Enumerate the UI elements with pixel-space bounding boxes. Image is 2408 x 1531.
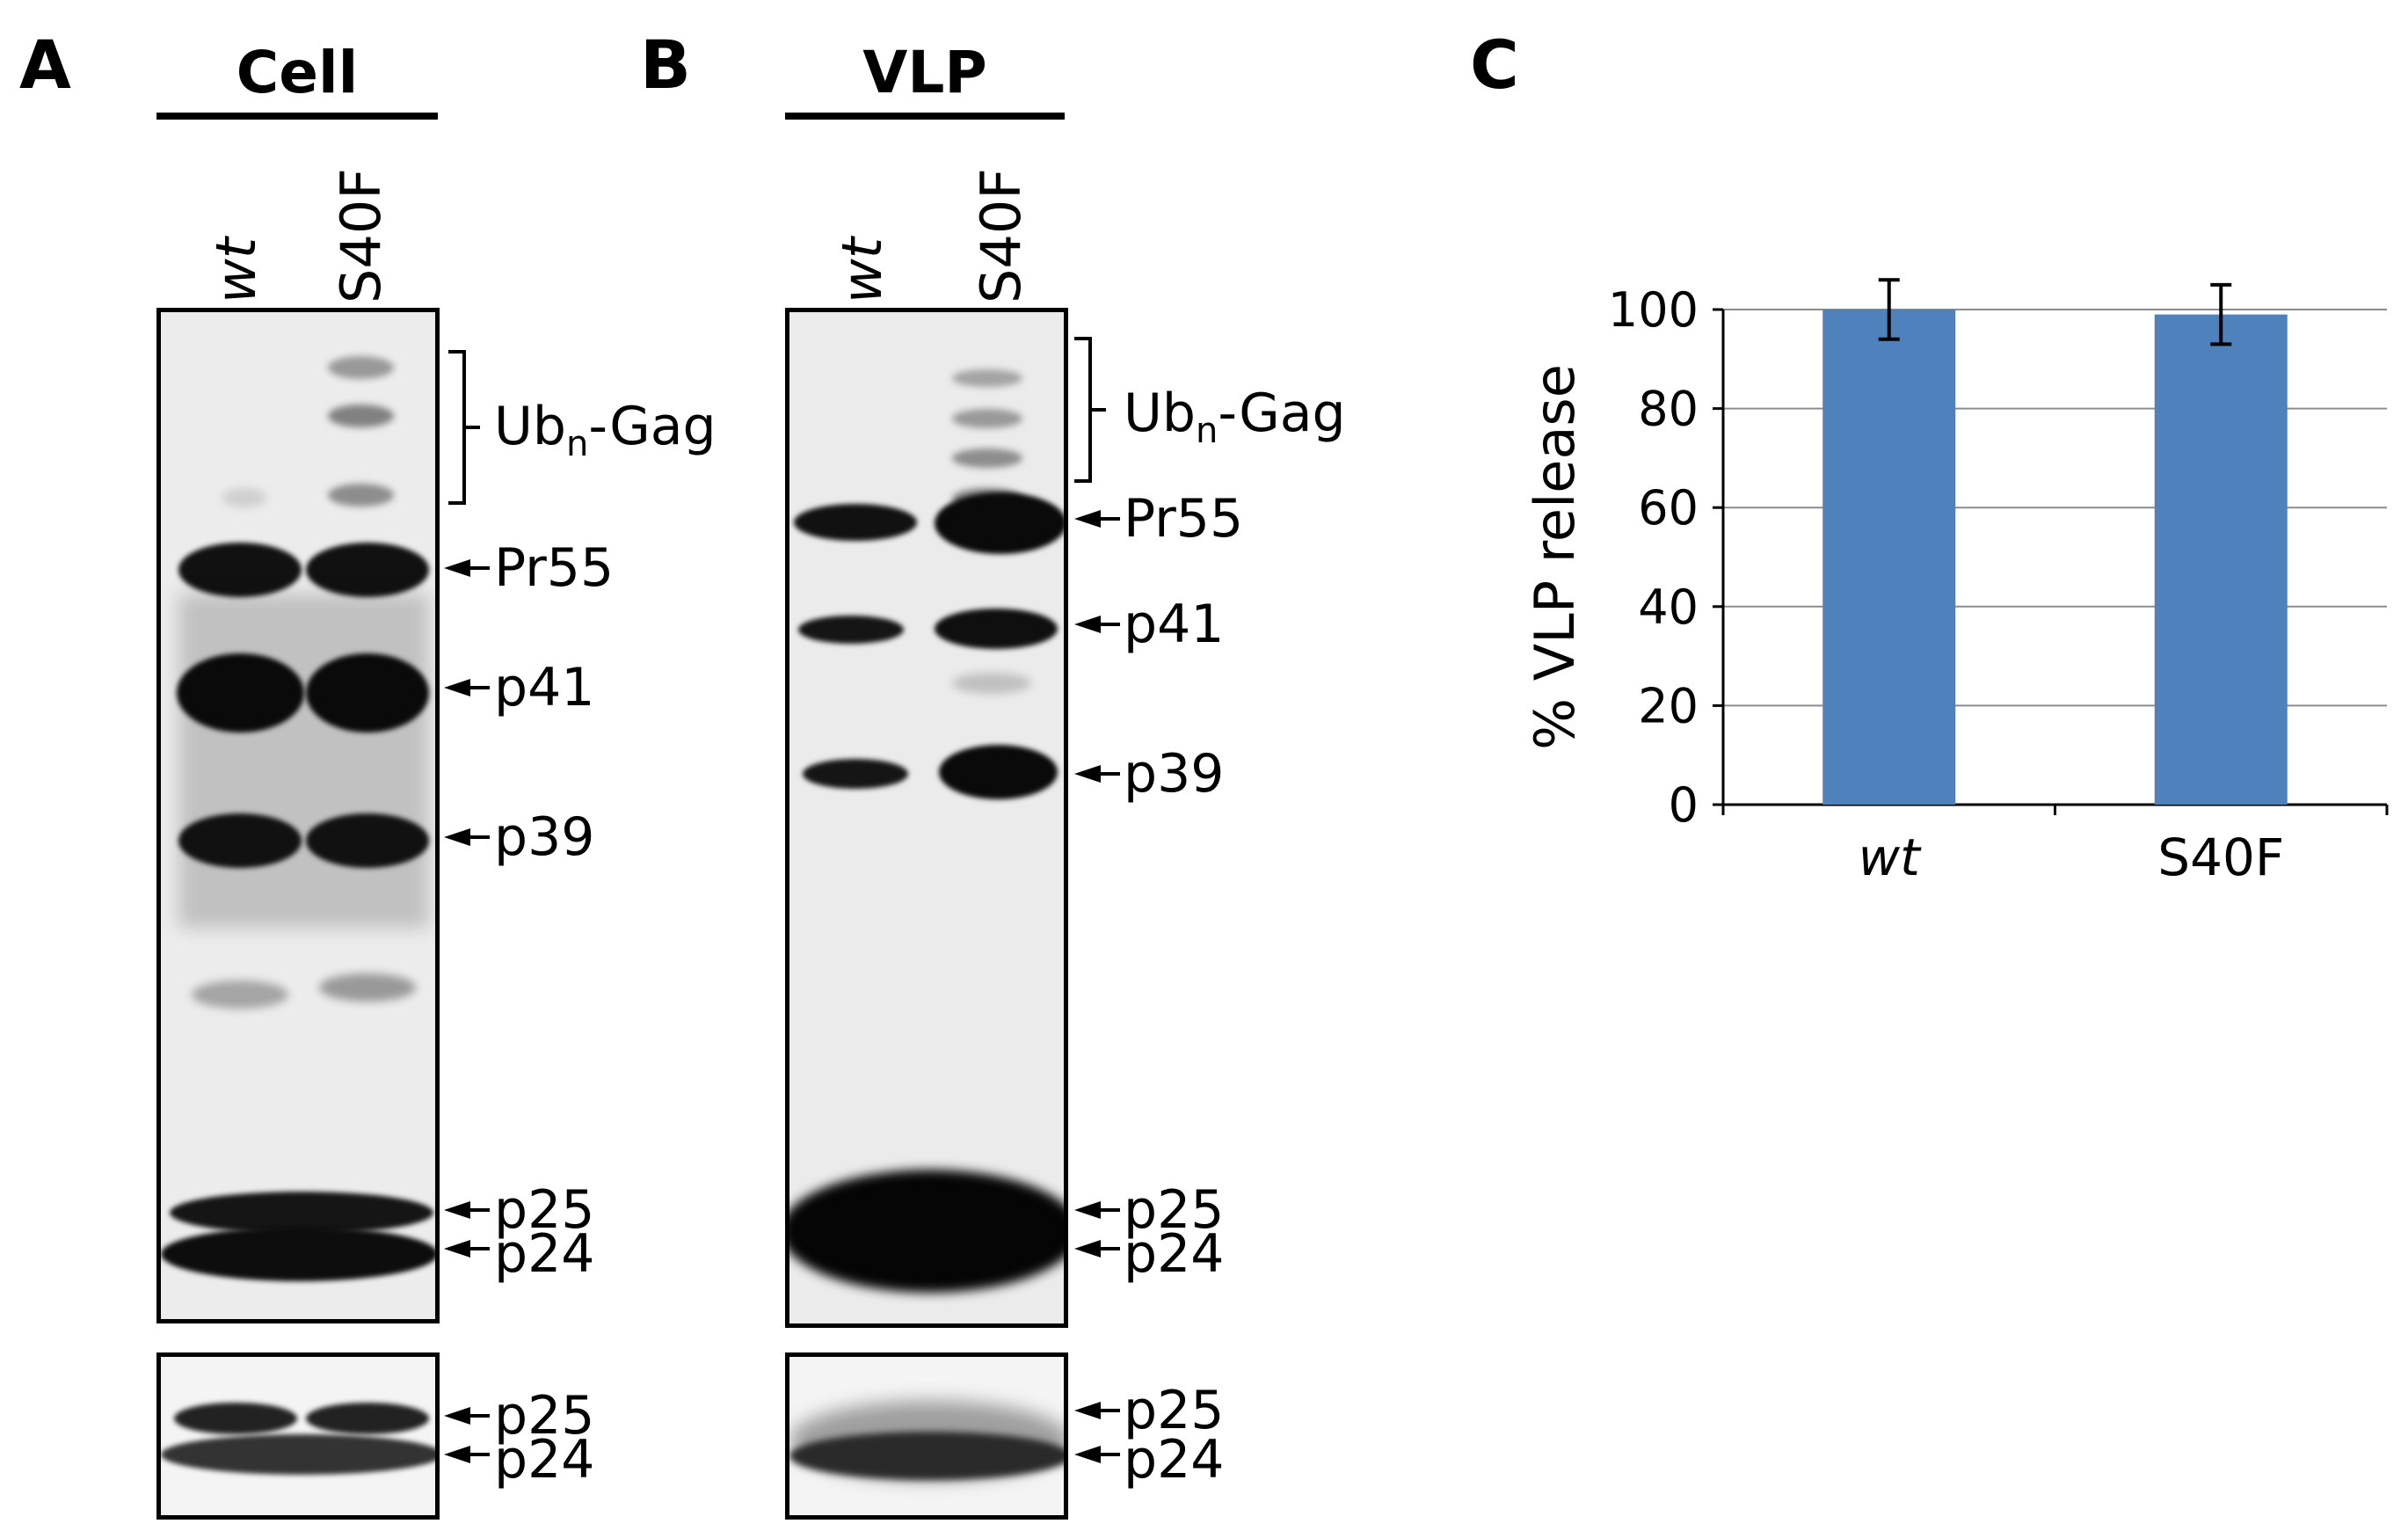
band-pr55-s40f [935, 492, 1064, 554]
panel-b-main-blot [785, 308, 1068, 1328]
y-tick-label: 40 [1638, 580, 1699, 635]
arrow-icon [444, 1407, 490, 1425]
panel-a-marker-p25: p25 [494, 1179, 595, 1241]
panel-a-ubgag-bracket [448, 350, 480, 505]
arrow-icon [444, 1446, 490, 1463]
band-p39-s40f [939, 745, 1058, 799]
bar-s40f [2154, 314, 2288, 805]
band-pr55-wt [794, 504, 917, 541]
arrow-icon [1074, 616, 1120, 633]
arrow-icon [1074, 1402, 1120, 1419]
band-p24 [161, 1434, 435, 1475]
panel-a-group-bar [156, 113, 438, 120]
panel-b-marker-ubgag: Ubn-Gag [1124, 383, 1346, 451]
band [952, 369, 1022, 387]
band-p41-s40f [935, 609, 1058, 649]
band-pr55-wt [178, 543, 302, 597]
band-p39-wt [178, 813, 302, 868]
panel-a-marker-p39: p39 [494, 806, 595, 868]
panel-a-label: A [19, 26, 71, 104]
lane-smear [178, 594, 429, 928]
arrow-icon [444, 1240, 490, 1258]
panel-b-lane-wt: wt [830, 237, 894, 303]
band [319, 973, 416, 1002]
y-axis-label: % VLP release [1523, 364, 1587, 750]
band [952, 673, 1031, 694]
x-tick-label: wt [1859, 827, 1922, 887]
panel-b-group-label: VLP [862, 39, 987, 106]
band [952, 448, 1022, 468]
band-p25-p24 [789, 1170, 1064, 1293]
band [222, 488, 266, 507]
band-p41-wt [798, 616, 904, 644]
bar-wt [1822, 310, 1956, 805]
arrow-icon [444, 559, 490, 577]
panel-b-group-bar [785, 113, 1065, 120]
band-p24 [789, 1432, 1064, 1480]
panel-b-lane-s40f: S40F [969, 168, 1033, 303]
band-p24 [161, 1227, 435, 1281]
panel-a-small-marker-p24: p24 [494, 1429, 595, 1491]
arrow-icon [1074, 1446, 1120, 1463]
band [328, 484, 394, 507]
band-p39-s40f [306, 813, 429, 868]
band [952, 409, 1022, 428]
panel-b-marker-p39: p39 [1124, 743, 1225, 805]
panel-a-lane-s40f: S40F [329, 168, 393, 303]
panel-a-small-marker-p25: p25 [494, 1385, 595, 1447]
panel-c-bar-chart: 0 20 40 60 80 100 wt S40F % VLP release [1523, 278, 2389, 887]
panel-b-marker-pr55: Pr55 [1124, 488, 1244, 550]
y-tick-label: 60 [1638, 480, 1699, 536]
panel-a-loading-blot [156, 1352, 440, 1520]
arrow-icon [1074, 1201, 1120, 1219]
panel-a-marker-p41: p41 [494, 657, 595, 718]
band [192, 981, 288, 1009]
panel-c-label: C [1470, 26, 1519, 104]
panel-b-marker-p41: p41 [1124, 594, 1225, 655]
panel-a-group-label: Cell [236, 39, 359, 106]
arrow-icon [1074, 510, 1120, 528]
panel-a-marker-pr55: Pr55 [494, 537, 615, 599]
y-tick-label: 80 [1638, 382, 1699, 437]
y-tick-label: 20 [1638, 678, 1699, 733]
panel-b-marker-p24: p24 [1124, 1223, 1225, 1285]
panel-a-marker-ubgag: Ubn-Gag [494, 396, 717, 464]
band-p25 [174, 1403, 297, 1434]
arrow-icon [444, 1201, 490, 1219]
panel-b-small-marker-p24: p24 [1124, 1429, 1225, 1491]
panel-b-ubgag-bracket [1074, 337, 1106, 483]
arrow-icon [444, 679, 490, 696]
band-p41-wt [177, 653, 304, 733]
arrow-icon [444, 828, 490, 846]
panel-a-lane-wt: wt [204, 237, 268, 303]
band-pr55-s40f [306, 543, 429, 597]
y-tick-label: 0 [1669, 777, 1699, 833]
band-p39-wt [803, 759, 908, 789]
x-tick-label: S40F [2157, 827, 2284, 887]
panel-b-label: B [640, 26, 691, 104]
panel-b-marker-p25: p25 [1124, 1179, 1225, 1241]
panel-b-small-marker-p25: p25 [1124, 1380, 1225, 1441]
band [328, 405, 394, 427]
panel-a-main-blot [156, 308, 440, 1323]
band-p41-s40f [306, 653, 429, 733]
band-p25 [306, 1403, 429, 1434]
band [328, 356, 394, 379]
panel-a-marker-p24: p24 [494, 1223, 595, 1285]
arrow-icon [1074, 1240, 1120, 1258]
arrow-icon [1074, 765, 1120, 783]
panel-b-loading-blot [785, 1352, 1068, 1520]
y-tick-label: 100 [1608, 282, 1699, 338]
